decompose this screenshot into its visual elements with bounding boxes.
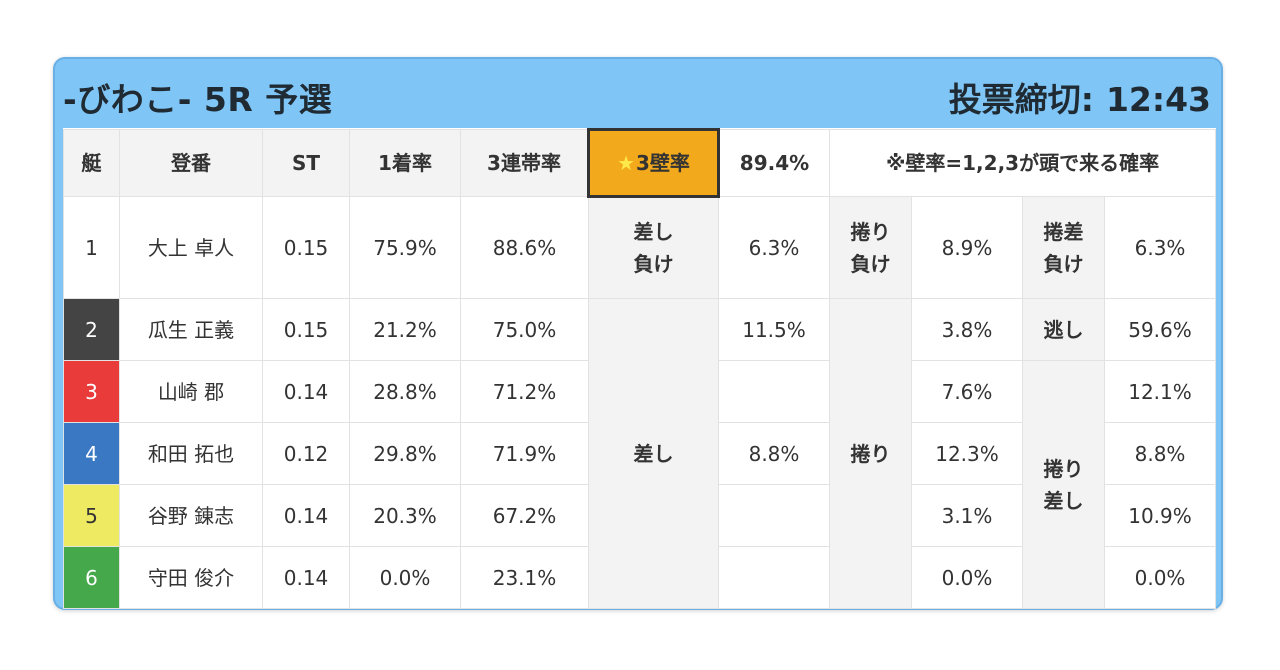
pattern-label-makurisashi-make: 捲差 負け — [1022, 196, 1105, 299]
start-timing: 0.14 — [262, 546, 350, 609]
top3-rate: 71.2% — [460, 360, 589, 423]
table-row: 1 大上 卓人 0.15 75.9% 88.6% 差し 負け 6.3% 捲り 負け … — [63, 196, 1217, 299]
boat-number-2: 2 — [63, 298, 120, 361]
start-timing: 0.14 — [262, 360, 350, 423]
wall-rate-value: 89.4% — [718, 129, 830, 197]
top3-rate: 67.2% — [460, 484, 589, 547]
first-rate: 21.2% — [349, 298, 461, 361]
pattern-label-sashi: 差し — [588, 298, 719, 609]
boat-number-6: 6 — [63, 546, 120, 609]
first-rate: 0.0% — [349, 546, 461, 609]
prediction-table: 艇 登番 ST 1着率 3連帯率 ★3壁率 89.4% ※壁率=1,2,3が頭で… — [63, 128, 1217, 609]
makurisashi-value: 0.0% — [1103, 546, 1217, 609]
makuri-value: 7.6% — [911, 360, 1023, 423]
first-rate: 20.3% — [349, 484, 461, 547]
makuri-value: 8.9% — [911, 196, 1023, 299]
pattern-label-sashi-make: 差し 負け — [588, 196, 719, 299]
racer-name: 瓜生 正義 — [119, 298, 263, 361]
table-header-row: 艇 登番 ST 1着率 3連帯率 ★3壁率 89.4% ※壁率=1,2,3が頭で… — [63, 128, 1217, 198]
makuri-value: 12.3% — [911, 422, 1023, 485]
table-row: 5 谷野 錬志 0.14 20.3% 67.2% 3.1% 10.9% — [63, 484, 1217, 547]
boat-number-5: 5 — [63, 484, 120, 547]
makurisashi-value: 59.6% — [1103, 298, 1217, 361]
pattern-label-line: 捲り — [1043, 456, 1084, 481]
pattern-label-makuri: 捲り — [829, 298, 912, 609]
deadline-label: 投票締切: — [948, 80, 1094, 119]
pattern-label-makuri-make: 捲り 負け — [829, 196, 912, 299]
pattern-label-nige: 逃し — [1022, 298, 1105, 361]
pattern-label-line: 差し — [633, 220, 674, 244]
start-timing: 0.14 — [262, 484, 350, 547]
racer-name: 守田 俊介 — [119, 546, 263, 609]
boat-number-3: 3 — [63, 360, 120, 423]
deadline-time: 12:43 — [1105, 80, 1211, 119]
col-header-st: ST — [262, 129, 350, 197]
boat-number-4: 4 — [63, 422, 120, 485]
top3-rate: 75.0% — [460, 298, 589, 361]
race-header: -びわこ- 5R 予選 投票締切: 12:43 — [55, 59, 1221, 127]
pattern-label-line: 捲差 — [1043, 219, 1084, 244]
sashi-value: 8.8% — [718, 422, 830, 485]
makurisashi-value: 12.1% — [1103, 360, 1217, 423]
race-title: -びわこ- 5R 予選 — [63, 80, 333, 119]
boat-number-1: 1 — [63, 196, 120, 299]
col-header-first-rate: 1着率 — [349, 129, 461, 197]
race-card: -びわこ- 5R 予選 投票締切: 12:43 艇 登番 ST 1着率 3連帯率 … — [53, 57, 1223, 610]
star-icon: ★ — [617, 151, 635, 175]
racer-name: 和田 拓也 — [119, 422, 263, 485]
racer-name: 大上 卓人 — [119, 196, 263, 299]
makurisashi-value: 10.9% — [1103, 484, 1217, 547]
racer-name: 谷野 錬志 — [119, 484, 263, 547]
sashi-value: 11.5% — [718, 298, 830, 361]
sashi-value — [718, 484, 830, 547]
top3-rate: 88.6% — [460, 196, 589, 299]
first-rate: 28.8% — [349, 360, 461, 423]
col-header-top3-rate: 3連帯率 — [460, 129, 589, 197]
pattern-label-line: 負け — [1043, 251, 1084, 276]
table-row: 2 瓜生 正義 0.15 21.2% 75.0% 差し 11.5% 捲り 3.8… — [63, 298, 1217, 609]
top3-rate: 71.9% — [460, 422, 589, 485]
makuri-value: 0.0% — [911, 546, 1023, 609]
pattern-label-line: 負け — [850, 251, 891, 276]
first-rate: 29.8% — [349, 422, 461, 485]
col-header-boat: 艇 — [63, 129, 120, 197]
wall-rate-note: ※壁率=1,2,3が頭で来る確率 — [828, 129, 1217, 197]
sashi-value: 6.3% — [718, 196, 830, 299]
pattern-label-line: 負け — [633, 252, 674, 276]
wall-rate-label: 3壁率 — [636, 151, 690, 175]
sashi-value — [718, 360, 830, 423]
makuri-value: 3.8% — [911, 298, 1023, 361]
pattern-label-line: 差し — [1043, 488, 1084, 513]
top3-rate: 23.1% — [460, 546, 589, 609]
start-timing: 0.15 — [262, 298, 350, 361]
voting-deadline: 投票締切: 12:43 — [949, 73, 1211, 121]
racer-name: 山崎 郡 — [119, 360, 263, 423]
pattern-label-makurisashi: 捲り 差し — [1022, 360, 1105, 609]
makuri-value: 3.1% — [911, 484, 1023, 547]
start-timing: 0.12 — [262, 422, 350, 485]
first-rate: 75.9% — [349, 196, 461, 299]
wall-rate-header: ★3壁率 — [587, 128, 720, 198]
makurisashi-value: 8.8% — [1103, 422, 1217, 485]
table-row: 3 山崎 郡 0.14 28.8% 71.2% 7.6% 捲り差し 12.1% — [63, 360, 1217, 609]
table-row: 6 守田 俊介 0.14 0.0% 23.1% 0.0% 0.0% — [63, 546, 1217, 609]
pattern-label-line: 捲り — [850, 219, 891, 244]
makurisashi-value: 6.3% — [1103, 196, 1217, 299]
start-timing: 0.15 — [262, 196, 350, 299]
sashi-value — [718, 546, 830, 609]
col-header-name: 登番 — [119, 129, 263, 197]
